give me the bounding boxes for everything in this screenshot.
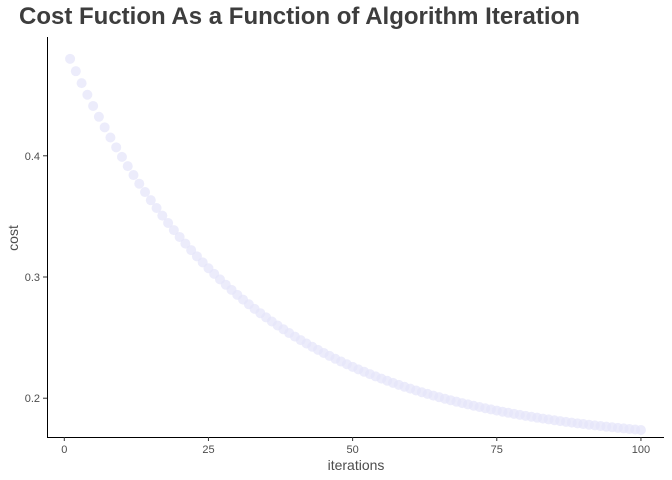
- y-tick-label: 0.2: [25, 393, 40, 405]
- x-axis-title: iterations: [328, 457, 385, 473]
- data-point: [116, 151, 127, 162]
- data-point: [134, 178, 145, 189]
- x-tick-label: 75: [491, 444, 503, 456]
- data-point: [65, 53, 76, 64]
- y-tick-label: 0.4: [25, 151, 40, 163]
- y-ticks: 0.2 0.3 0.4: [25, 151, 47, 405]
- data-point: [174, 231, 185, 242]
- data-point: [88, 100, 99, 111]
- data-point: [157, 210, 168, 221]
- data-point: [122, 161, 133, 172]
- data-point: [111, 142, 122, 153]
- y-axis-title: cost: [5, 225, 21, 251]
- data-point: [105, 132, 116, 143]
- y-tick-label: 0.3: [25, 272, 40, 284]
- data-point: [145, 195, 156, 206]
- data-point: [635, 425, 646, 435]
- data-point: [168, 225, 179, 236]
- x-tick-label: 0: [61, 444, 67, 456]
- data-point: [82, 89, 93, 100]
- x-ticks: 0 25 50 75 100: [61, 437, 650, 456]
- data-point: [140, 187, 151, 198]
- data-points: [65, 53, 646, 435]
- x-tick-label: 50: [346, 444, 358, 456]
- data-point: [180, 238, 191, 249]
- data-point: [163, 217, 174, 228]
- data-point: [93, 111, 104, 122]
- chart-title: Cost Fuction As a Function of Algorithm …: [19, 3, 580, 30]
- data-point: [76, 78, 87, 89]
- data-point: [128, 170, 139, 181]
- data-point: [99, 122, 110, 133]
- data-point: [70, 66, 81, 77]
- x-tick-label: 25: [202, 444, 214, 456]
- data-point: [151, 203, 162, 214]
- x-tick-label: 100: [632, 444, 650, 456]
